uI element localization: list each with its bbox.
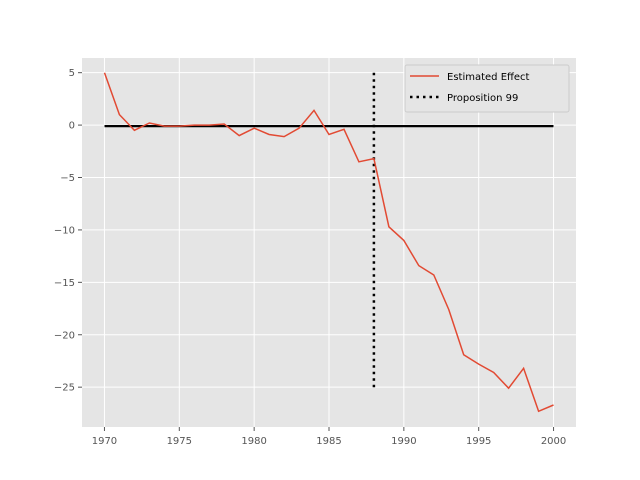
y-tick-label: −10	[54, 225, 75, 236]
series-estimated-effect	[103, 72, 554, 413]
y-tick-label: −20	[54, 330, 75, 341]
x-tick-label: 2000	[541, 436, 566, 447]
legend-label: Estimated Effect	[447, 72, 530, 83]
x-tick-label: 1990	[391, 436, 416, 447]
x-tick-label: 1985	[316, 436, 341, 447]
y-tick-label: −25	[54, 383, 75, 394]
y-tick-label: −5	[60, 173, 75, 184]
legend-label: Proposition 99	[447, 93, 518, 104]
x-axis: 1970 1975 1980 1985 1990 1995 2000	[92, 427, 566, 447]
legend-box	[404, 64, 570, 113]
series-layer	[103, 72, 554, 413]
legend: Estimated Effect Proposition 99	[404, 64, 570, 113]
x-tick-label: 1970	[92, 436, 117, 447]
y-tick-label: 5	[69, 68, 75, 79]
y-axis: 5 0 −5 −10 −15 −20 −25	[54, 68, 82, 394]
y-tick-label: −15	[54, 278, 75, 289]
x-tick-label: 1995	[466, 436, 491, 447]
y-tick-label: 0	[69, 121, 75, 132]
x-tick-label: 1980	[241, 436, 266, 447]
x-tick-label: 1975	[167, 436, 192, 447]
